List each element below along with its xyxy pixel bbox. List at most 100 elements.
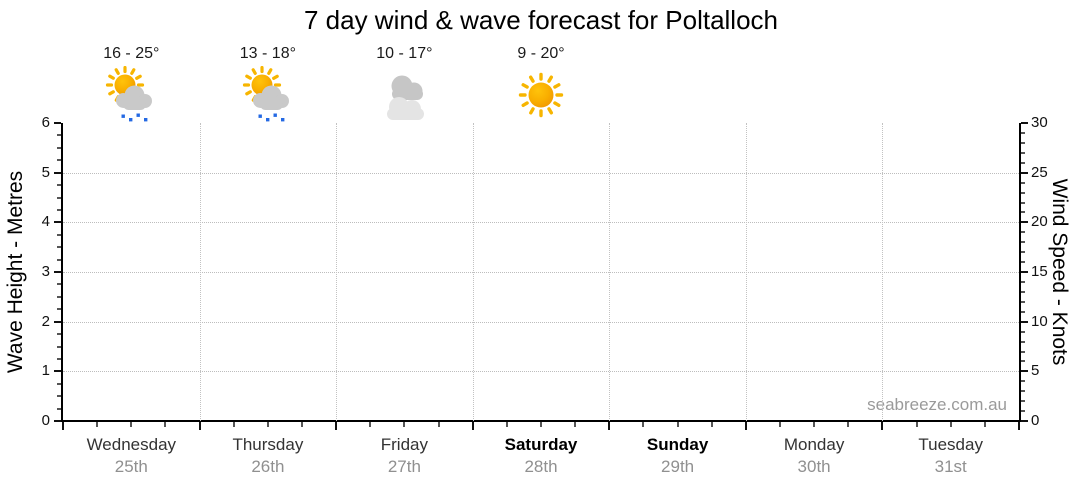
left-axis-minor-tick	[57, 407, 61, 410]
right-axis-major-tick	[1021, 420, 1028, 422]
left-axis-tick-label: 1	[41, 362, 50, 380]
vertical-gridline	[882, 123, 884, 421]
vertical-gridline	[609, 123, 611, 421]
left-axis-tick-label: 4	[41, 213, 50, 231]
x-axis-minor-tick	[266, 422, 269, 427]
left-axis-minor-tick	[57, 184, 61, 187]
horizontal-gridline	[63, 222, 1019, 224]
day-name-label: Wednesday	[86, 435, 177, 454]
x-axis-minor-tick	[437, 422, 440, 427]
x-axis-minor-tick	[232, 422, 235, 427]
right-axis-minor-tick	[1021, 340, 1025, 343]
weather-icon-slot	[103, 65, 159, 122]
right-axis-tick-label: 25	[1031, 163, 1048, 181]
right-axis-minor-tick	[1021, 191, 1025, 194]
x-axis-minor-tick	[574, 422, 577, 427]
vertical-gridline	[472, 123, 474, 421]
x-axis-major-tick	[198, 422, 201, 430]
right-axis-minor-tick	[1021, 410, 1025, 413]
bottom-axis-line	[61, 420, 1021, 422]
right-axis-minor-tick	[1021, 360, 1025, 363]
right-axis-minor-tick	[1021, 141, 1025, 144]
right-axis-minor-tick	[1021, 161, 1025, 164]
right-axis-minor-tick	[1021, 400, 1025, 403]
day-date-label: 27th	[387, 457, 421, 476]
left-axis-major-tick	[54, 320, 61, 323]
right-axis-minor-tick	[1021, 390, 1025, 393]
right-axis-minor-tick	[1021, 131, 1025, 134]
day-name-label: Friday	[380, 435, 428, 454]
day-name-label: Sunday	[646, 435, 709, 454]
right-axis-tick-label: 15	[1031, 263, 1048, 280]
right-axis-minor-tick	[1021, 300, 1025, 303]
left-axis-tick-label: 2	[41, 312, 50, 330]
weather-icon-slot	[240, 65, 296, 122]
sun-cloud-rain-icon	[242, 65, 289, 122]
vertical-gridline	[199, 123, 201, 421]
x-axis-minor-tick	[369, 422, 372, 427]
right-axis-major-tick	[1021, 271, 1028, 273]
x-axis-minor-tick	[813, 422, 816, 427]
left-axis-minor-tick	[57, 258, 61, 261]
x-axis-minor-tick	[403, 422, 406, 427]
left-axis-major-tick	[54, 370, 61, 373]
right-axis-minor-tick	[1021, 380, 1025, 383]
right-axis-major-tick	[1021, 122, 1028, 124]
day-name-label: Tuesday	[918, 435, 983, 454]
temperature-range: 9 - 20°	[517, 45, 565, 62]
left-axis-minor-tick	[57, 196, 61, 199]
vertical-gridline	[336, 123, 338, 421]
right-axis-major-tick	[1021, 370, 1028, 373]
temperature-range: 10 - 17°	[376, 45, 433, 62]
left-axis-tick-label: 3	[41, 263, 50, 280]
left-axis-major-tick	[54, 122, 61, 124]
horizontal-gridline	[63, 272, 1019, 273]
right-axis-minor-tick	[1021, 310, 1025, 313]
horizontal-gridline	[63, 172, 1019, 174]
left-axis-minor-tick	[57, 283, 61, 286]
right-axis-tick-label: 10	[1031, 312, 1048, 330]
left-axis-major-tick	[54, 420, 61, 422]
left-axis-line	[61, 123, 63, 422]
right-axis-tick-label: 20	[1031, 213, 1048, 231]
x-axis-minor-tick	[710, 422, 713, 427]
left-axis-major-tick	[54, 171, 61, 174]
day-date-label: 28th	[524, 457, 558, 476]
x-axis-major-tick	[744, 422, 747, 430]
weather-icon-slot	[376, 66, 432, 122]
right-axis-minor-tick	[1021, 350, 1025, 353]
right-axis-minor-tick	[1021, 201, 1025, 204]
left-axis-minor-tick	[57, 295, 61, 298]
right-axis-major-tick	[1021, 171, 1028, 174]
temperature-range: 13 - 18°	[239, 45, 296, 62]
left-axis-minor-tick	[57, 246, 61, 249]
x-axis-minor-tick	[949, 422, 952, 427]
left-axis-tick-label: 6	[41, 114, 50, 131]
left-axis-major-tick	[54, 271, 61, 273]
right-axis-minor-tick	[1021, 251, 1025, 254]
right-axis-line	[1019, 123, 1021, 422]
x-axis-minor-tick	[983, 422, 986, 427]
day-date-label: 30th	[797, 457, 831, 476]
right-axis-minor-tick	[1021, 290, 1025, 293]
right-axis-title: Wind Speed - Knots	[1048, 178, 1071, 366]
x-axis-minor-tick	[642, 422, 645, 427]
right-axis-major-tick	[1021, 221, 1028, 224]
day-name-label: Thursday	[232, 435, 304, 454]
x-axis-minor-tick	[915, 422, 918, 427]
horizontal-gridline	[63, 321, 1019, 323]
horizontal-gridline	[63, 371, 1019, 373]
left-axis-minor-tick	[57, 357, 61, 360]
x-axis-major-tick	[62, 422, 64, 430]
right-axis-tick-label: 0	[1031, 412, 1040, 429]
day-date-label: 31st	[934, 457, 967, 476]
left-axis-minor-tick	[57, 345, 61, 348]
right-axis-minor-tick	[1021, 280, 1025, 283]
day-name-label: Monday	[783, 435, 845, 454]
day-date-label: 25th	[114, 457, 148, 476]
right-axis-minor-tick	[1021, 181, 1025, 184]
weather-icon-slot	[513, 66, 569, 122]
x-axis-minor-tick	[301, 422, 303, 427]
watermark: seabreeze.com.au	[867, 395, 1007, 414]
